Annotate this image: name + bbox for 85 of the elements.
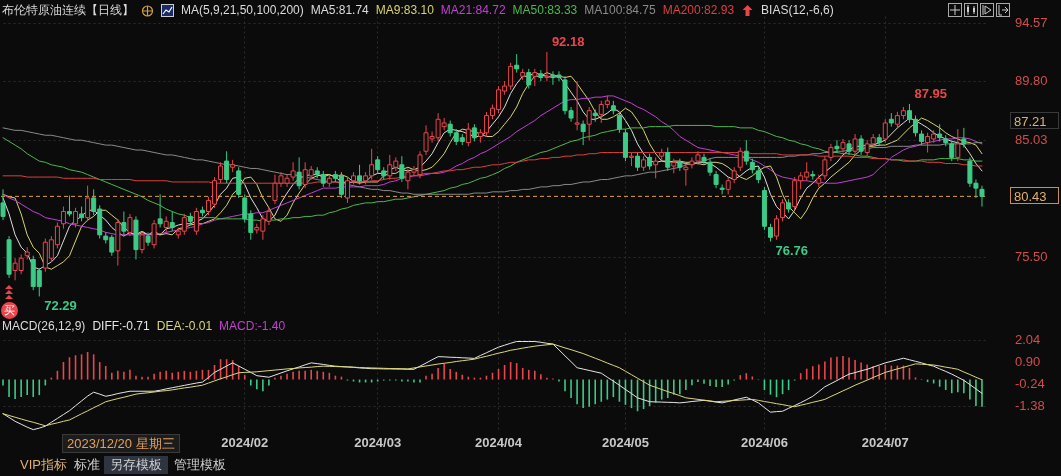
candlestick xyxy=(979,185,985,208)
text: 标准 xyxy=(73,456,101,474)
x-tick-label: 2024/03 xyxy=(354,434,402,450)
candlestick xyxy=(224,150,230,184)
legend-label: MA200:82.93 xyxy=(662,3,735,17)
annotation: BIAS(12,-6,6) xyxy=(761,3,834,17)
candlestick xyxy=(822,155,828,181)
candlestick xyxy=(701,153,707,166)
candlestick xyxy=(357,164,363,185)
candlestick xyxy=(121,210,127,236)
candlestick xyxy=(780,198,786,222)
y-tick-label: 85.03 xyxy=(1015,131,1048,147)
candlestick xyxy=(774,214,780,241)
candlestick xyxy=(290,161,296,182)
text: 2023/12/20 星期三 xyxy=(62,434,180,453)
annotation: 92.18 xyxy=(551,33,585,49)
candlestick xyxy=(683,163,689,187)
ref-line-label: 80.43 xyxy=(1010,187,1059,205)
candlestick xyxy=(73,207,79,228)
annotation: 76.76 xyxy=(775,243,809,259)
candlestick xyxy=(218,161,224,184)
chart-title: 布伦特原油连续【日线】 xyxy=(2,1,134,19)
annotation: 87.95 xyxy=(914,85,948,101)
candlestick xyxy=(955,128,961,162)
candlestick xyxy=(949,139,955,162)
candlestick xyxy=(0,188,6,221)
candlestick xyxy=(743,139,749,166)
candlestick xyxy=(236,166,242,199)
candlestick xyxy=(635,151,641,172)
text: DEA:-0.01 xyxy=(156,319,213,333)
candlestick xyxy=(85,185,91,222)
candlestick xyxy=(151,219,157,249)
annotation: 72.29 xyxy=(44,298,77,314)
candlestick xyxy=(465,122,471,147)
candlestick xyxy=(139,230,145,254)
candlestick xyxy=(544,51,550,82)
y-tick-label: 89.80 xyxy=(1015,73,1048,89)
text: DIFF:-0.71 xyxy=(92,319,150,333)
candlestick xyxy=(616,111,622,134)
candlestick xyxy=(653,156,659,179)
annotation: 买 xyxy=(1,302,18,319)
candlestick xyxy=(526,68,532,90)
text: MA21:84.72 xyxy=(440,3,506,17)
candlestick xyxy=(852,133,858,156)
text: 另存模板 xyxy=(104,456,168,474)
candlestick xyxy=(399,155,405,183)
candlestick xyxy=(882,118,888,144)
chart-title: MACD(26,12,9) xyxy=(2,319,86,333)
text: VIP指标 xyxy=(19,456,68,474)
y-tick-label: -1.38 xyxy=(1015,398,1045,414)
x-tick-label: 2024/04 xyxy=(475,434,523,450)
candlestick xyxy=(580,120,586,146)
y-tick-label: -0.24 xyxy=(1015,376,1045,392)
candlestick xyxy=(514,53,520,74)
candlestick xyxy=(169,210,175,232)
text: MA100:84.75 xyxy=(584,3,656,17)
y-tick-label: 2.04 xyxy=(1015,331,1041,347)
candlestick xyxy=(157,193,163,228)
x-tick-label: 2024/07 xyxy=(861,434,909,450)
x-tick-label: 2024/02 xyxy=(221,434,269,450)
x-tick-label: 2024/05 xyxy=(601,434,649,450)
candlestick xyxy=(834,139,840,153)
candlestick xyxy=(296,156,302,190)
text: MA5:81.74 xyxy=(310,3,369,17)
candlestick xyxy=(127,213,133,237)
candlestick xyxy=(586,106,592,141)
text: 管理模板 xyxy=(173,456,227,474)
text: 87.21 xyxy=(1010,112,1059,129)
text: MACD:-1.40 xyxy=(219,319,286,333)
candlestick xyxy=(665,147,671,172)
text: MA9:83.10 xyxy=(375,3,434,17)
candlestick xyxy=(737,147,743,172)
candlestick xyxy=(60,206,66,230)
candlestick xyxy=(574,80,580,131)
candlestick xyxy=(193,207,199,236)
y-tick-label: 0.90 xyxy=(1015,354,1041,370)
candlestick xyxy=(66,195,72,217)
text: MA50:83.33 xyxy=(512,3,578,17)
annotation: MA(5,9,21,50,100,200) xyxy=(181,3,304,17)
y-tick-label: 94.57 xyxy=(1015,14,1048,30)
x-tick-label: 2024/06 xyxy=(740,434,788,450)
candlestick xyxy=(858,134,864,156)
candlestick xyxy=(719,183,725,195)
candlestick xyxy=(961,127,967,149)
y-tick-label: 75.50 xyxy=(1015,248,1048,264)
